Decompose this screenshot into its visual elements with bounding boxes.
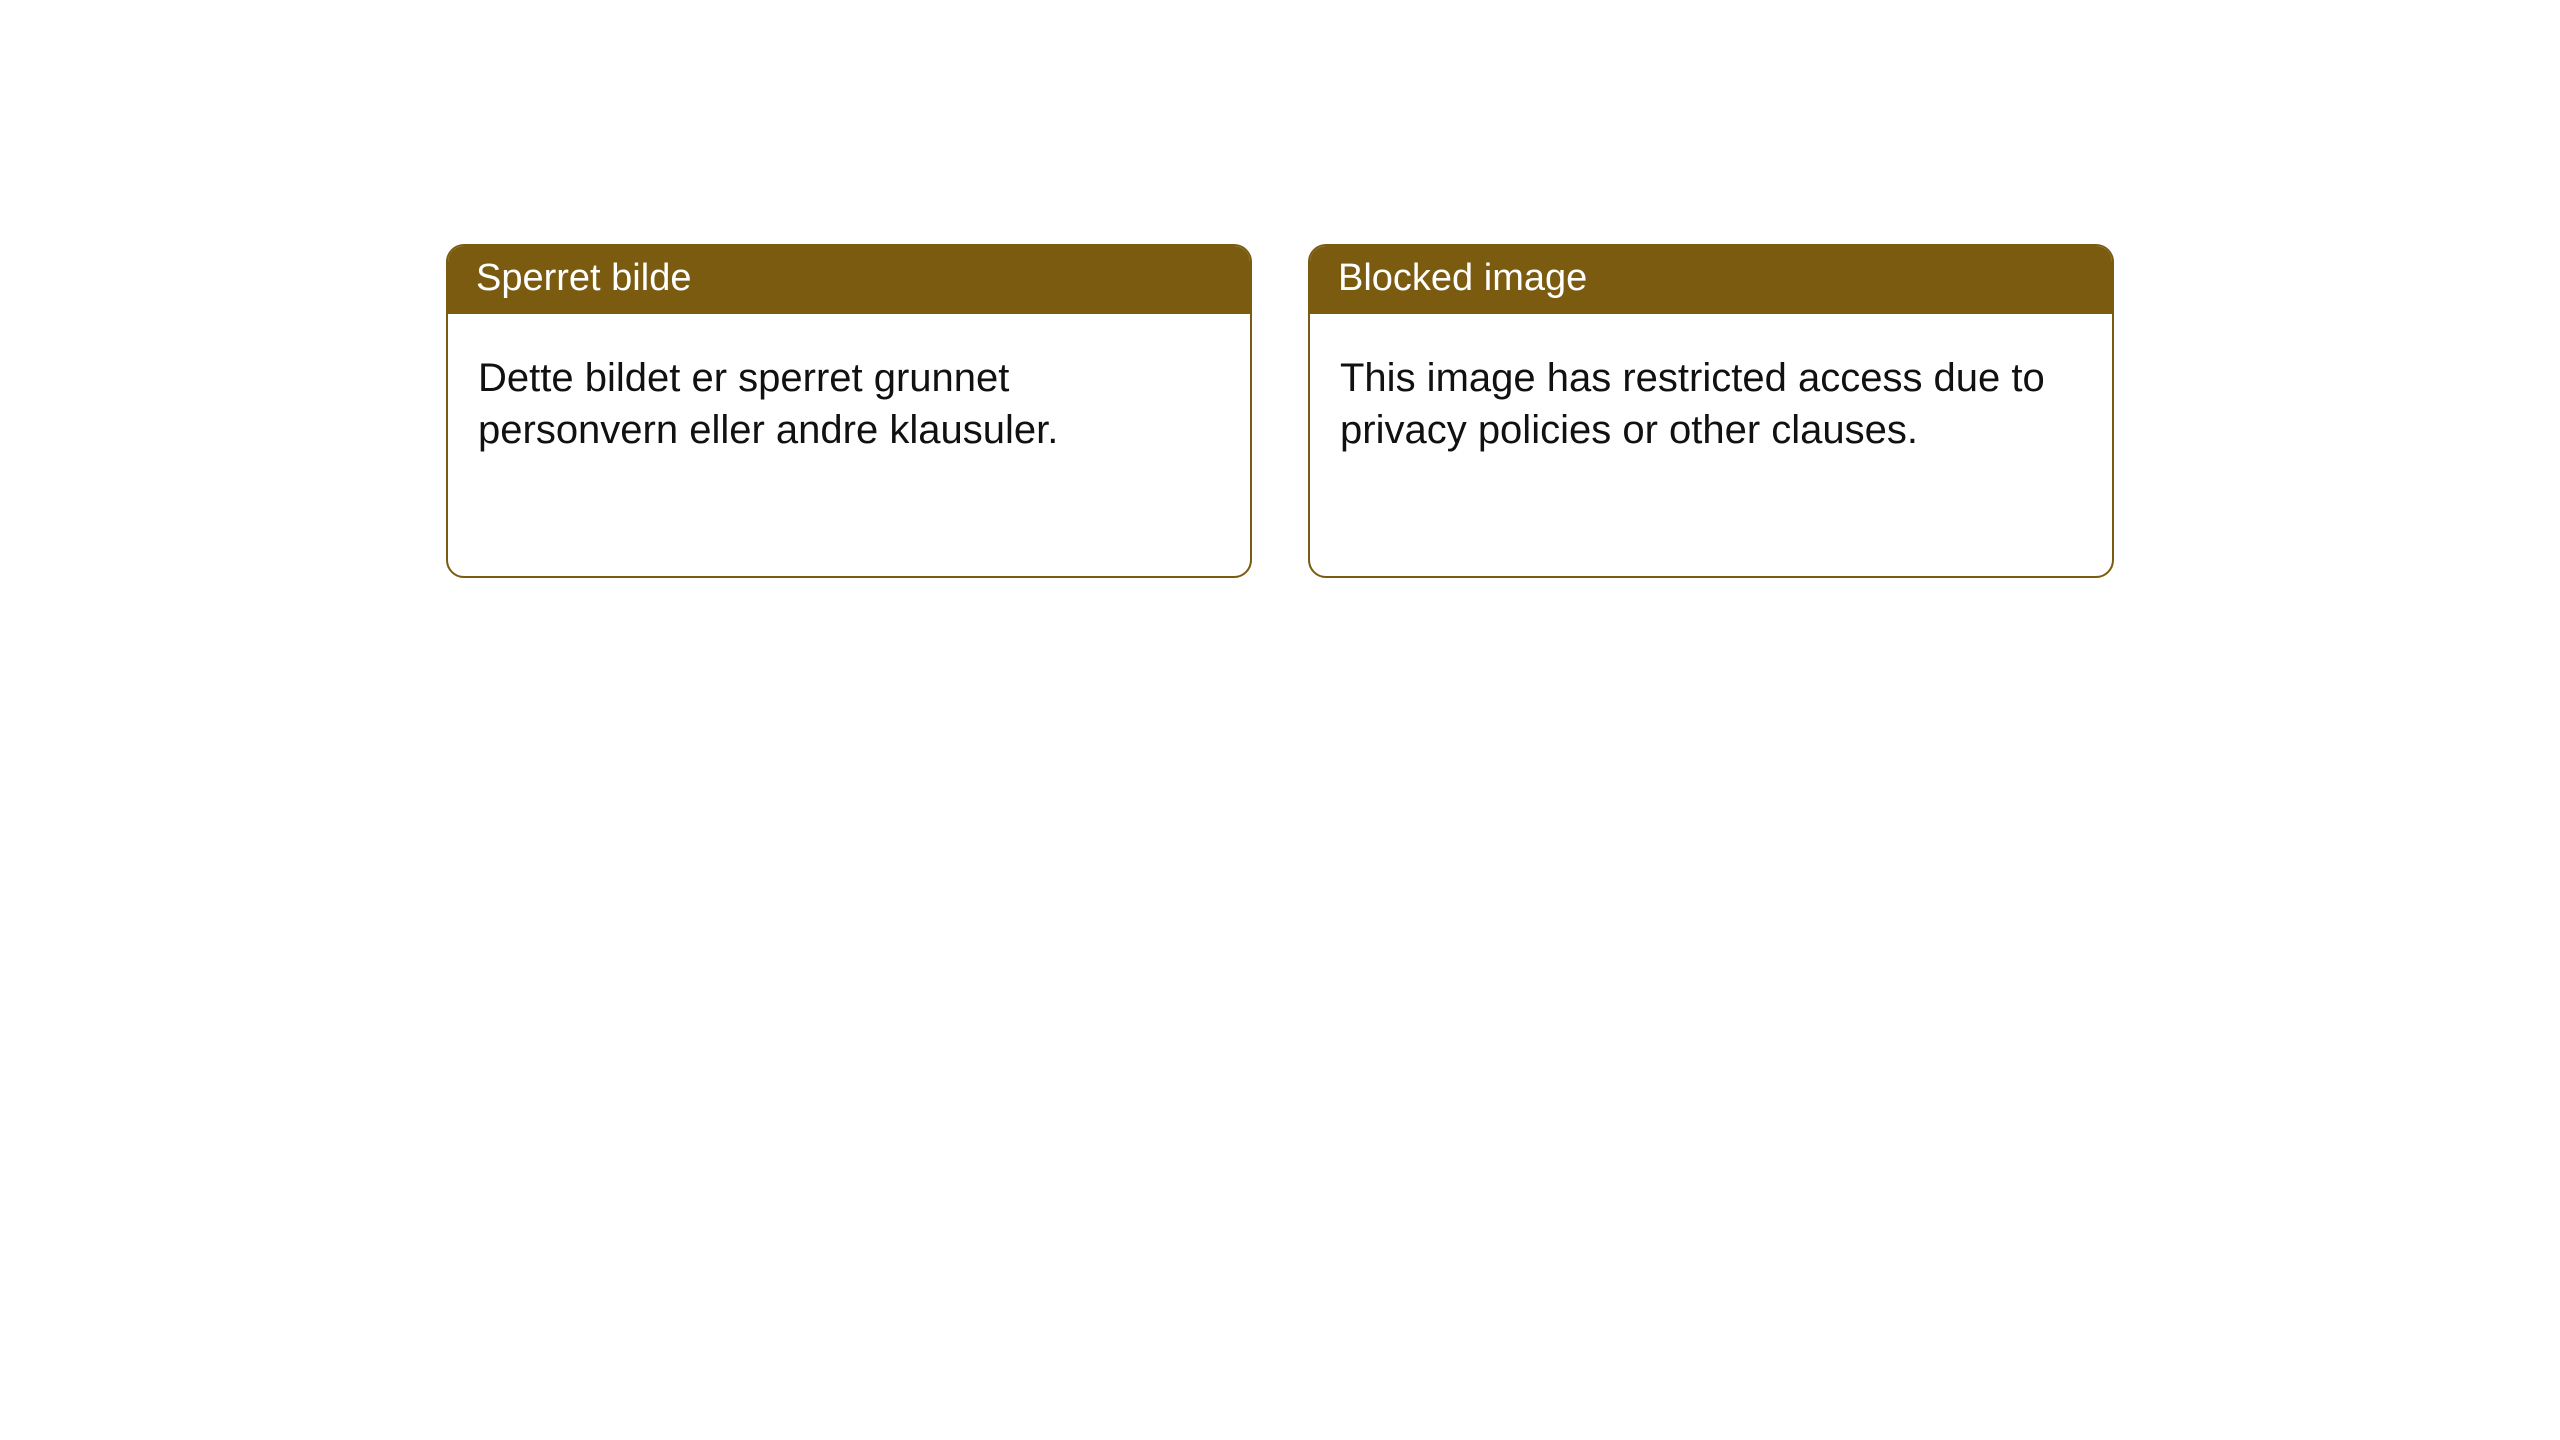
notice-card-english: Blocked image This image has restricted … xyxy=(1308,244,2114,578)
notice-container: Sperret bilde Dette bildet er sperret gr… xyxy=(0,0,2560,578)
notice-card-body: Dette bildet er sperret grunnet personve… xyxy=(448,314,1250,486)
notice-card-body: This image has restricted access due to … xyxy=(1310,314,2112,486)
notice-card-title: Sperret bilde xyxy=(448,246,1250,314)
notice-card-norwegian: Sperret bilde Dette bildet er sperret gr… xyxy=(446,244,1252,578)
notice-card-title: Blocked image xyxy=(1310,246,2112,314)
